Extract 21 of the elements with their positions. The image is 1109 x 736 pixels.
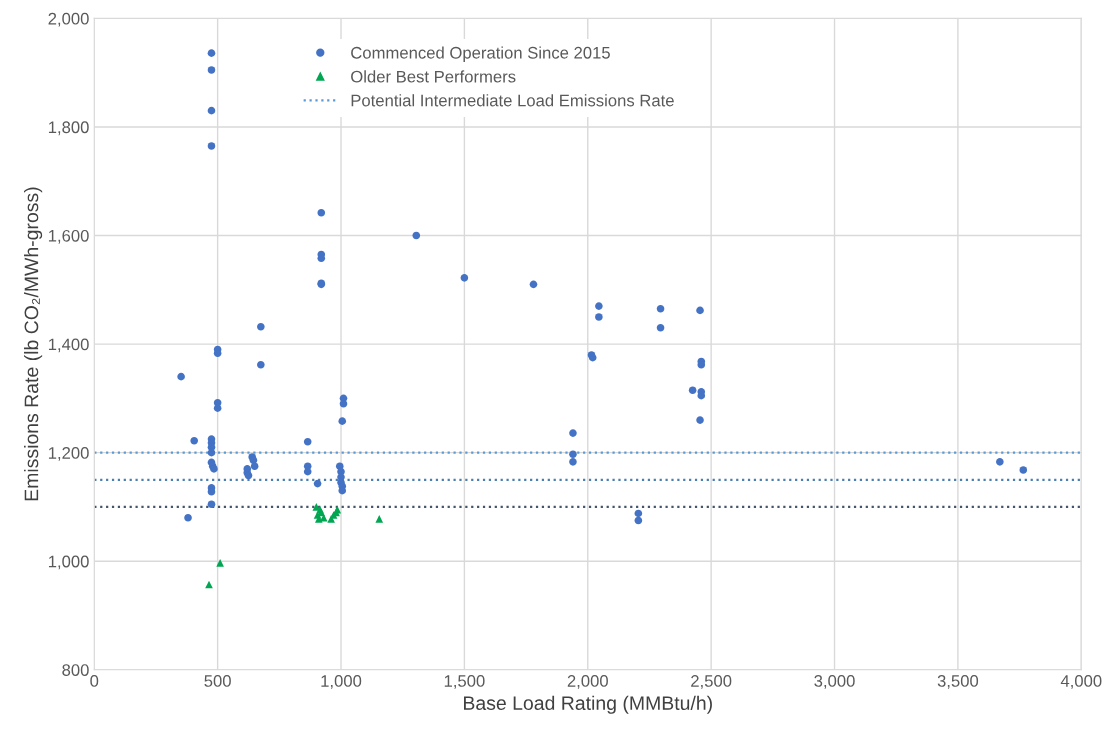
x-tick-label: 2,500 (691, 675, 732, 689)
y-tick-label: 1,000 (48, 555, 89, 570)
legend-label: Potential Intermediate Load Emissions Rate (351, 94, 674, 107)
y-tick-label: 800 (62, 664, 89, 676)
x-tick-label: 500 (204, 675, 231, 687)
y-tick-label: 1,600 (48, 229, 89, 244)
x-tick-label: 3,000 (814, 675, 855, 689)
x-axis-title: Base Load Rating (MMBtu/h) (464, 695, 712, 714)
y-tick-label: 2,000 (48, 12, 89, 27)
x-tick-label: 4,000 (1060, 675, 1102, 689)
legend-label: Older Best Performers (351, 70, 516, 83)
y-tick-label: 1,200 (48, 447, 89, 461)
x-tick-label: 1,000 (321, 675, 362, 689)
y-tick-label: 1,800 (48, 121, 89, 136)
y-axis-title: Emissions Rate (lb CO₂/MWh-gross) (24, 187, 43, 501)
x-tick-label: 1,500 (444, 675, 485, 689)
x-tick-label: 3,500 (937, 675, 979, 689)
x-tick-label: 0 (90, 675, 99, 687)
legend-label: Commenced Operation Since 2015 (351, 46, 610, 62)
x-tick-label: 2,000 (567, 675, 608, 689)
y-tick-label: 1,400 (48, 338, 89, 353)
